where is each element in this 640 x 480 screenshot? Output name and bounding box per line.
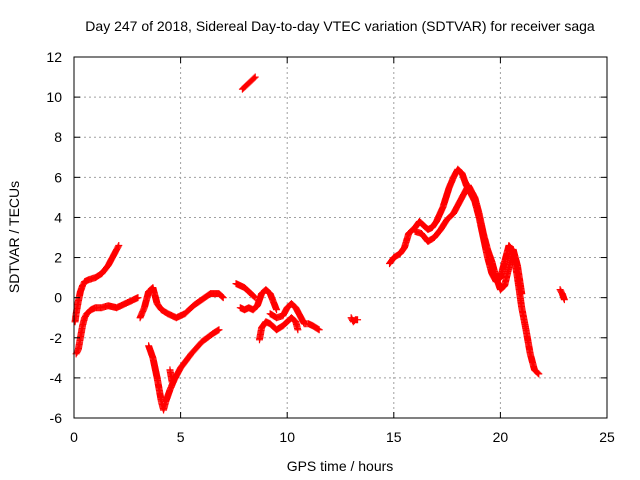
y-tick-label: 2 (54, 250, 62, 266)
x-tick-label: 10 (279, 429, 295, 445)
y-tick-label: -2 (50, 330, 63, 346)
series-track-c-mid (136, 284, 227, 322)
x-tick-label: 5 (177, 429, 185, 445)
y-tick-label: 4 (54, 209, 62, 225)
series-track-i (556, 286, 568, 304)
x-tick-label: 25 (599, 429, 615, 445)
series-track-g (347, 314, 362, 326)
x-tick-label: 20 (493, 429, 509, 445)
plus-marker-path (238, 73, 259, 93)
series-track-f-d (266, 300, 323, 334)
plus-marker-path (411, 181, 526, 298)
series-track-d-spike (166, 366, 176, 386)
data-points (71, 73, 568, 414)
y-tick-label: -6 (50, 410, 63, 426)
axis-ticks: 0 5 10 15 20 25 -6 -4 -2 0 2 4 6 8 10 12 (46, 49, 615, 445)
y-tick-label: 12 (46, 49, 62, 65)
plus-marker-path (556, 286, 568, 304)
plus-marker-path (255, 314, 302, 344)
plus-marker-path (166, 366, 176, 386)
x-tick-label: 15 (386, 429, 402, 445)
plus-marker-path (266, 300, 323, 334)
plus-marker-path (232, 280, 259, 302)
grid-lines (74, 57, 607, 418)
plot-frame (73, 56, 608, 419)
series-track-d-dip (145, 326, 223, 414)
series-track-a-rising (71, 242, 123, 326)
y-tick-label: 6 (54, 169, 62, 185)
x-axis-label: GPS time / hours (287, 458, 394, 474)
series-track-f-a (232, 280, 259, 302)
series-track-e-high (238, 73, 259, 93)
plus-marker-path (347, 314, 362, 326)
y-tick-label: 8 (54, 129, 62, 145)
series-track-f-c (255, 314, 302, 344)
plus-marker-path (136, 284, 227, 322)
plus-marker-path (72, 294, 142, 358)
y-tick-label: 0 (54, 290, 62, 306)
y-axis-label: SDTVAR / TECUs (6, 181, 22, 293)
series-track-h-b (411, 181, 526, 298)
series-track-f-b (236, 286, 281, 314)
series-track-b-low (72, 294, 142, 358)
plus-marker-path (71, 242, 123, 326)
x-tick-label: 0 (70, 429, 78, 445)
chart-title: Day 247 of 2018, Sidereal Day-to-day VTE… (85, 18, 595, 34)
plus-marker-path (145, 326, 223, 414)
y-tick-label: -4 (50, 370, 63, 386)
y-tick-label: 10 (46, 89, 62, 105)
plus-marker-path (236, 286, 281, 314)
